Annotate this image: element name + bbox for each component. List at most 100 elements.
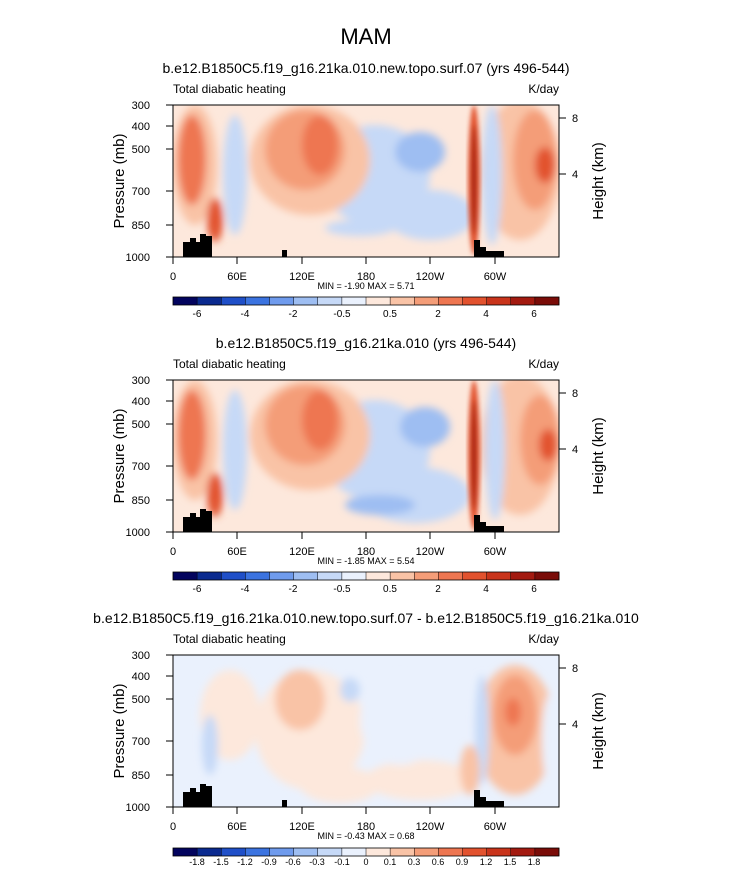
y-axis-right-label: Height (km) [590,142,607,220]
colorbar-swatch [462,848,487,856]
colorbar-swatch [390,848,415,856]
colorbar-label: -2 [289,584,298,595]
colorbar-swatch [390,297,415,305]
colorbar-swatch [317,848,343,856]
longitude-tick-label: 0 [170,271,176,283]
pressure-tick-label: 1000 [126,252,150,264]
colorbar-swatch [366,297,391,305]
colorbar-swatch [245,297,270,305]
longitude-tick-label: 0 [170,546,176,558]
colorbar-swatch [534,572,560,580]
colorbar [172,296,560,306]
colorbar-label: 4 [483,584,489,595]
colorbar-label: 0.1 [384,857,397,867]
longitude-tick-label: 0 [170,821,176,833]
pressure-tick-label: 700 [132,186,150,198]
colorbar-label: -0.5 [333,584,351,595]
height-tick-label: 4 [572,444,578,456]
longitude-tick-label: 60E [227,271,247,283]
colorbar-label: 1.2 [480,857,493,867]
longitude-tick-label: 120W [416,821,445,833]
y-axis-right-label: Height (km) [590,692,607,770]
colorbar-swatch [245,572,270,580]
colorbar-label: -0.9 [261,857,277,867]
colorbar-label: 2 [435,584,441,595]
pressure-tick-label: 500 [132,144,150,156]
colorbar-swatch [486,848,512,856]
colorbar [172,847,560,857]
pressure-tick-label: 1000 [126,527,150,539]
colorbar-label: -1.2 [237,857,253,867]
longitude-tick-label: 60E [227,546,247,558]
longitude-tick-label: 120E [289,271,315,283]
colorbar-swatch [510,848,536,856]
colorbar-swatch [173,848,198,856]
pressure-tick-label: 400 [132,671,150,683]
colorbar-swatch [269,297,294,305]
longitude-tick-label: 180 [357,546,375,558]
height-tick-label: 4 [572,719,578,731]
pressure-tick-label: 700 [132,736,150,748]
colorbar-label: -0.3 [309,857,325,867]
colorbar-label: 2 [435,309,441,320]
panel-3: b.e12.B1850C5.f19_g16.21ka.010.new.topo.… [93,610,639,867]
pressure-tick-label: 500 [132,694,150,706]
pressure-axis: 300 400 500 700 850 1000 [126,375,173,539]
height-axis: 8 4 [559,663,578,731]
colorbar-label: 6 [531,309,537,320]
colorbar-swatch [366,572,391,580]
height-tick-label: 8 [572,663,578,675]
pressure-tick-label: 850 [132,770,150,782]
longitude-tick-label: 180 [357,821,375,833]
colorbar-swatch [462,572,487,580]
colorbar-label: -0.5 [333,309,351,320]
min-max-stats: MIN = -1.85 MAX = 5.54 [317,556,414,566]
contour-field [173,380,559,532]
y-axis-right-label: Height (km) [590,417,607,495]
longitude-tick-label: 180 [357,271,375,283]
colorbar-swatch [390,572,415,580]
colorbar-swatch [221,848,246,856]
pressure-axis: 300 400 500 700 850 1000 [126,650,173,814]
colorbar-label: 1.5 [504,857,517,867]
colorbar-swatch [293,848,319,856]
colorbar-label: -1.5 [213,857,229,867]
pressure-tick-label: 400 [132,396,150,408]
longitude-tick-label: 60W [484,546,507,558]
colorbar-swatch [510,572,536,580]
colorbar-swatch [269,572,294,580]
y-axis-label: Pressure (mb) [111,408,128,503]
colorbar-label: 1.8 [528,857,541,867]
longitude-tick-label: 60E [227,821,247,833]
pressure-tick-label: 300 [132,650,150,662]
colorbar-swatch [366,848,391,856]
variable-label: Total diabatic heating [173,357,286,371]
colorbar-swatch [414,572,439,580]
pressure-tick-label: 400 [132,121,150,133]
colorbar-swatch [317,297,343,305]
height-axis: 8 4 [559,113,578,181]
colorbar-swatch [486,297,512,305]
pressure-tick-label: 300 [132,100,150,112]
colorbar-swatch [293,297,319,305]
colorbar-swatch [221,572,246,580]
colorbar-label: 4 [483,309,489,320]
colorbar-swatch [317,572,343,580]
figure-title: MAM [340,24,391,49]
contour-field [173,105,559,257]
colorbar-labels: -1.8 -1.5 -1.2 -0.9 -0.6 -0.3 -0.1 0 0.1… [189,857,540,867]
panel-2: b.e12.B1850C5.f19_g16.21ka.010 (yrs 496-… [111,335,607,595]
longitude-axis: 0 60E 120E 180 120W 60W [170,257,507,283]
colorbar-swatch [438,848,463,856]
longitude-tick-label: 120W [416,546,445,558]
pressure-tick-label: 850 [132,495,150,507]
colorbar-label: -0.1 [334,857,350,867]
colorbar-swatch [341,572,367,580]
colorbar-swatch [173,297,198,305]
units-label: K/day [528,632,559,646]
contour-field [173,655,559,807]
longitude-tick-label: 60W [484,821,507,833]
colorbar-label: 0.5 [383,584,397,595]
pressure-tick-label: 300 [132,375,150,387]
